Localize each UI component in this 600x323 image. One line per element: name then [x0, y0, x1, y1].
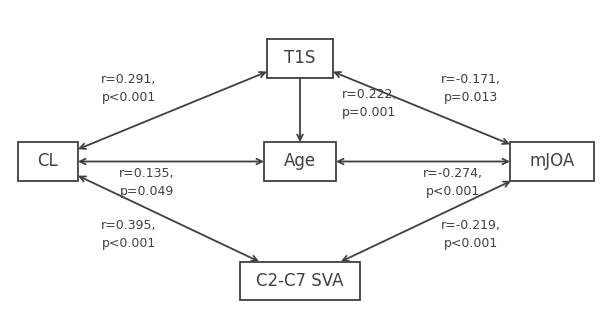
Text: r=0.291,
p<0.001: r=0.291, p<0.001	[101, 73, 157, 104]
FancyBboxPatch shape	[267, 39, 333, 78]
FancyArrowPatch shape	[343, 182, 509, 261]
Text: r=0.135,
p=0.049: r=0.135, p=0.049	[119, 167, 175, 198]
FancyArrowPatch shape	[335, 72, 508, 144]
Text: r=0.222,
p=0.001: r=0.222, p=0.001	[342, 88, 397, 119]
Text: r=-0.219,
p<0.001: r=-0.219, p<0.001	[441, 219, 501, 250]
FancyArrowPatch shape	[297, 78, 303, 140]
Text: CL: CL	[38, 152, 58, 171]
Text: C2-C7 SVA: C2-C7 SVA	[256, 272, 344, 290]
FancyBboxPatch shape	[264, 142, 336, 181]
FancyBboxPatch shape	[18, 142, 78, 181]
FancyBboxPatch shape	[240, 262, 360, 300]
Text: r=-0.274,
p<0.001: r=-0.274, p<0.001	[423, 167, 483, 198]
Text: mJOA: mJOA	[529, 152, 575, 171]
FancyArrowPatch shape	[80, 72, 265, 149]
FancyArrowPatch shape	[80, 176, 257, 261]
Text: r=-0.171,
p=0.013: r=-0.171, p=0.013	[441, 73, 501, 104]
Text: Age: Age	[284, 152, 316, 171]
Text: T1S: T1S	[284, 49, 316, 67]
FancyArrowPatch shape	[80, 159, 262, 164]
Text: r=0.395,
p<0.001: r=0.395, p<0.001	[101, 219, 157, 250]
FancyArrowPatch shape	[338, 159, 508, 164]
FancyBboxPatch shape	[510, 142, 594, 181]
